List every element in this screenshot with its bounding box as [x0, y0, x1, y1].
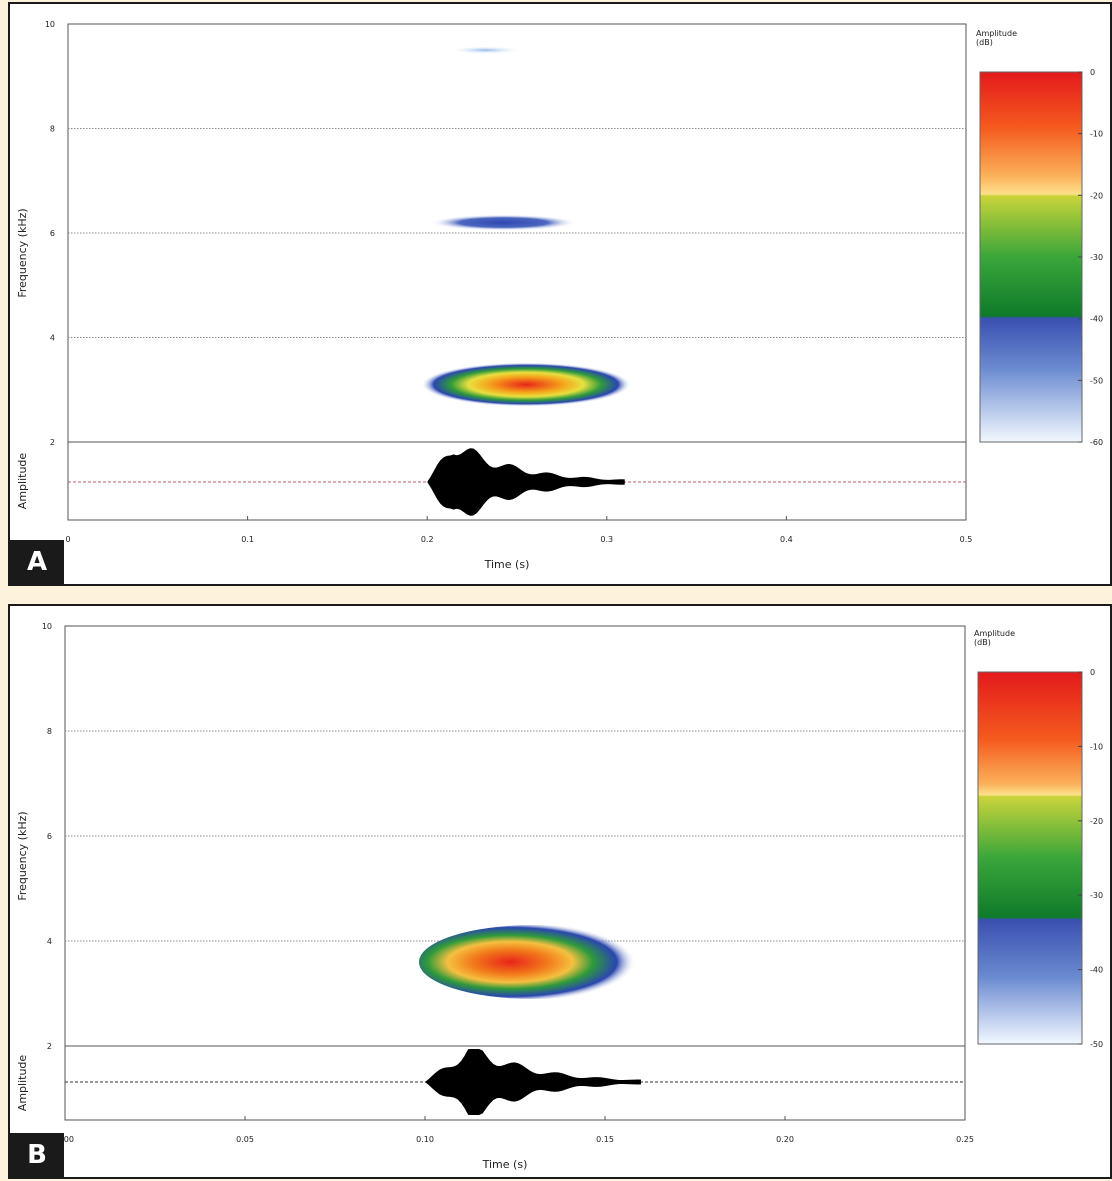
x-tick-label: 0.05 [236, 1135, 254, 1144]
colorbar-tick-label: -30 [1090, 891, 1103, 900]
spectrogram-energy-band [419, 925, 647, 999]
colorbar-tick-label: -40 [1090, 966, 1103, 975]
colorbar-tick-label: -40 [1090, 315, 1103, 324]
colorbar-tick-label: -20 [1090, 817, 1103, 826]
x-tick-label: 0.3 [600, 535, 613, 544]
panel-label-b: B [10, 1133, 64, 1177]
colorbar-tick-label: -10 [1090, 742, 1103, 751]
spectrogram-energy-band [421, 362, 631, 407]
x-tick-label: 0.5 [960, 535, 973, 544]
x-axis-label: Time (s) [482, 1158, 528, 1171]
spectrogram-a: 10 8 6 4 2 0 0.1 0.2 0.3 0.4 0.5 Time (s) Frequency … [16, 20, 1103, 571]
colorbar-tick-label: 0 [1090, 68, 1095, 77]
colorbar-title: Amplitude [976, 29, 1017, 38]
colorbar [979, 71, 1083, 443]
panel-b: 10 8 6 4 2 0.00 0.05 0.10 0.15 0.20 0.25 Time (s) Fr… [8, 604, 1112, 1179]
y-tick-label: 10 [45, 20, 55, 29]
colorbar-tick-label: -50 [1090, 1040, 1103, 1049]
colorbar-tick-label: 0 [1090, 668, 1095, 677]
y-tick-label: 8 [47, 727, 52, 736]
y-tick-label: 2 [50, 438, 55, 447]
colorbar-tick-label: -50 [1090, 376, 1103, 385]
y-axis-label: Frequency (kHz) [16, 811, 29, 900]
colorbar [977, 671, 1083, 1045]
colorbar-tick-label: -10 [1090, 130, 1103, 139]
y-tick-label: 4 [50, 334, 55, 343]
waveform-envelope [427, 448, 625, 516]
x-tick-label: 0.15 [596, 1135, 614, 1144]
y-tick-label: 6 [47, 832, 52, 841]
y-tick-label: 2 [47, 1042, 52, 1051]
panel-label-a: A [10, 540, 64, 584]
colorbar-unit: (dB) [976, 38, 993, 47]
x-tick-label: 0.25 [956, 1135, 974, 1144]
waveform-axis-label: Amplitude [16, 453, 29, 510]
spectrogram-energy-band [448, 46, 523, 55]
x-tick-label: 0.2 [421, 535, 434, 544]
x-tick-label: 0.10 [416, 1135, 434, 1144]
y-tick-label: 6 [50, 229, 55, 238]
waveform-axis-label: Amplitude [16, 1055, 29, 1112]
colorbar-title: Amplitude [974, 629, 1015, 638]
x-tick-label: 0.1 [241, 535, 254, 544]
spectrogram-energy-band [430, 214, 577, 231]
x-tick-label: 0.20 [776, 1135, 794, 1144]
x-tick-label: 0.00 [56, 1135, 74, 1144]
y-tick-label: 10 [42, 622, 52, 631]
x-tick-label: 0 [65, 535, 70, 544]
y-tick-label: 4 [47, 937, 52, 946]
x-axis-label: Time (s) [484, 558, 530, 571]
waveform-envelope [425, 1049, 641, 1115]
spectrogram-b: 10 8 6 4 2 0.00 0.05 0.10 0.15 0.20 0.25 Time (s) Fr… [16, 622, 1103, 1171]
colorbar-tick-label: -60 [1090, 438, 1103, 447]
panel-a: 10 8 6 4 2 0 0.1 0.2 0.3 0.4 0.5 Time (s) Frequency … [8, 2, 1112, 586]
y-axis-label: Frequency (kHz) [16, 208, 29, 297]
colorbar-unit: (dB) [974, 638, 991, 647]
x-tick-label: 0.4 [780, 535, 793, 544]
colorbar-tick-label: -30 [1090, 253, 1103, 262]
y-tick-label: 8 [50, 125, 55, 134]
colorbar-tick-label: -20 [1090, 191, 1103, 200]
